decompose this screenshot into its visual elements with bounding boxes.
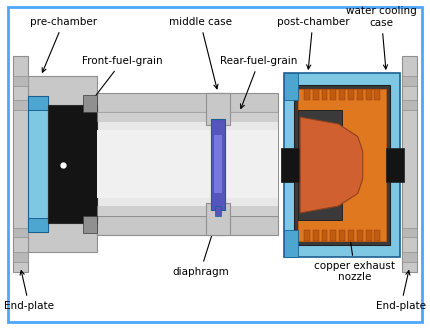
Text: Rear-fuel-grain: Rear-fuel-grain: [220, 56, 298, 109]
Bar: [330, 230, 336, 241]
Polygon shape: [300, 117, 363, 213]
Bar: [339, 230, 345, 241]
Bar: [339, 89, 345, 100]
Text: End-plate: End-plate: [376, 271, 426, 311]
Bar: [294, 85, 390, 245]
Bar: [402, 56, 418, 272]
Bar: [357, 230, 363, 241]
Text: diaphragm: diaphragm: [172, 220, 229, 277]
Text: middle case: middle case: [169, 17, 232, 89]
Bar: [28, 218, 97, 252]
Bar: [206, 92, 230, 125]
Bar: [375, 230, 380, 241]
Bar: [304, 89, 310, 100]
Bar: [402, 252, 418, 262]
Bar: [402, 100, 418, 110]
Bar: [48, 105, 97, 223]
Bar: [330, 89, 336, 100]
Bar: [12, 228, 28, 238]
Bar: [357, 89, 363, 100]
Bar: [28, 218, 48, 233]
Text: copper exhaust
nozzle: copper exhaust nozzle: [314, 188, 396, 282]
Bar: [97, 130, 278, 198]
Text: End-plate: End-plate: [4, 271, 54, 311]
Bar: [97, 216, 278, 236]
Bar: [215, 206, 221, 216]
Bar: [322, 89, 328, 100]
Bar: [298, 110, 342, 220]
Bar: [97, 112, 278, 122]
Bar: [28, 95, 48, 233]
Bar: [214, 135, 222, 193]
Bar: [12, 252, 28, 262]
Bar: [211, 119, 225, 210]
Bar: [313, 89, 319, 100]
Bar: [348, 230, 354, 241]
Bar: [402, 228, 418, 238]
Bar: [298, 89, 386, 241]
Bar: [375, 89, 380, 100]
Bar: [348, 89, 354, 100]
Bar: [285, 230, 298, 257]
Bar: [97, 112, 278, 216]
Bar: [97, 206, 278, 216]
Bar: [211, 92, 225, 236]
Bar: [280, 148, 304, 182]
Text: post-chamber: post-chamber: [276, 17, 349, 69]
Bar: [28, 95, 48, 110]
Bar: [402, 76, 418, 86]
Bar: [28, 76, 97, 110]
Bar: [97, 92, 278, 112]
Text: Front-fuel-grain: Front-fuel-grain: [82, 56, 163, 109]
Bar: [304, 230, 310, 241]
Bar: [12, 100, 28, 110]
Bar: [366, 230, 372, 241]
Bar: [313, 230, 319, 241]
Bar: [12, 76, 28, 86]
Bar: [83, 94, 97, 112]
Bar: [285, 73, 298, 100]
Bar: [285, 73, 400, 257]
Bar: [322, 230, 328, 241]
Bar: [12, 56, 28, 272]
Bar: [83, 216, 97, 234]
Text: water cooling
case: water cooling case: [346, 7, 417, 69]
Bar: [366, 89, 372, 100]
Text: pre-chamber: pre-chamber: [30, 17, 97, 72]
Bar: [386, 148, 404, 182]
Bar: [206, 203, 230, 236]
